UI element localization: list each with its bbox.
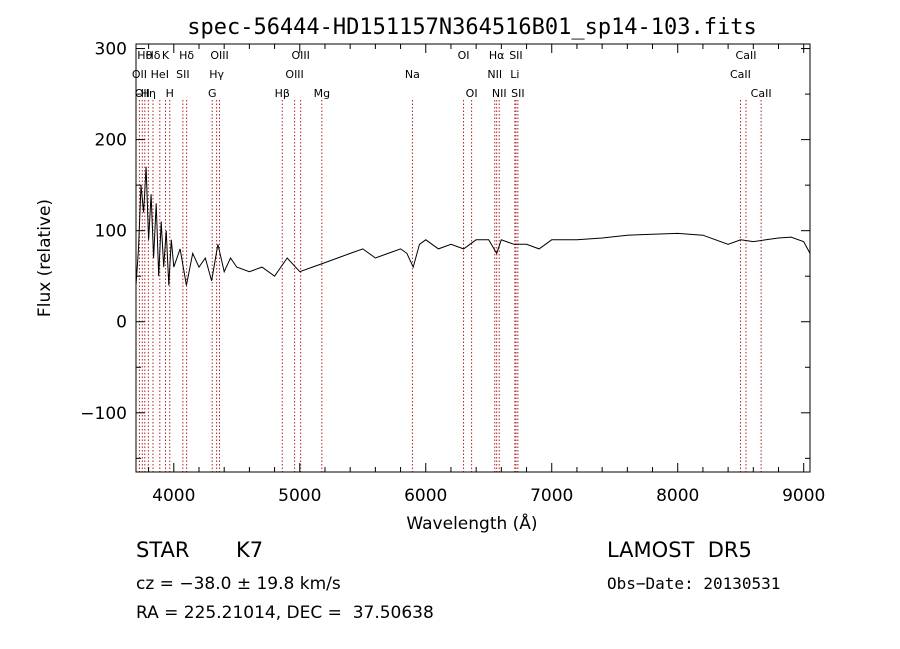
line-label: OIII	[210, 49, 228, 62]
line-label: G	[208, 87, 217, 100]
line-label: OI	[466, 87, 478, 100]
coordinates: RA = 225.21014, DEC = 37.50638	[136, 603, 434, 623]
redshift-velocity: cz = −38.0 ± 19.8 km/s	[136, 574, 341, 594]
y-axis-label: Flux (relative)	[35, 199, 55, 317]
x-axis: 4000 5000 6000 7000 8000 9000	[148, 44, 825, 506]
spectrum-series-line	[135, 166, 811, 286]
x-tick-label: 9000	[782, 486, 825, 506]
y-tick-label: 100	[95, 222, 127, 242]
line-label: Mg	[314, 87, 330, 100]
x-tick-label: 6000	[404, 486, 447, 506]
line-label: Hθ	[137, 49, 152, 62]
y-tick-label: −100	[80, 404, 127, 424]
line-label: OII	[135, 87, 150, 100]
y-axis: −100 0 100 200 300	[80, 40, 810, 459]
line-label: Hγ	[209, 68, 224, 81]
line-label: H	[166, 87, 174, 100]
line-label: NII	[487, 68, 502, 81]
line-label: K	[162, 49, 170, 62]
line-label: Na	[405, 68, 420, 81]
survey-name: LAMOST DR5	[607, 538, 752, 562]
x-tick-label: 8000	[656, 486, 699, 506]
line-label: Hβ	[275, 87, 290, 100]
spectrum-layer	[135, 166, 811, 286]
x-axis-label: Wavelength (Å)	[406, 512, 537, 534]
line-label: Hδ	[145, 49, 160, 62]
line-label: SII	[511, 87, 524, 100]
line-label: Hη	[141, 87, 156, 100]
line-label: CaII	[730, 68, 751, 81]
line-label: CaII	[736, 49, 757, 62]
line-label: CaII	[751, 87, 772, 100]
y-tick-label: 200	[95, 131, 127, 151]
x-tick-label: 7000	[530, 486, 573, 506]
line-label: OI	[458, 49, 470, 62]
line-label: Li	[510, 68, 519, 81]
plot-frame	[135, 43, 811, 473]
x-tick-label: 4000	[152, 486, 195, 506]
y-tick-label: 300	[95, 40, 127, 60]
x-tick-label: 5000	[278, 486, 321, 506]
line-label: Hδ	[179, 49, 194, 62]
line-label: SII	[176, 68, 189, 81]
line-label: OII	[132, 68, 147, 81]
emission-lines-layer: OIIOIIHθHηHδHeIKHSIIHδGHγOIIIHβOIIIOIIIM…	[132, 49, 772, 472]
line-label: OIII	[291, 49, 309, 62]
line-label: SII	[509, 49, 522, 62]
object-class: STAR	[136, 538, 190, 562]
line-label: OIII	[285, 68, 303, 81]
line-label: HeI	[151, 68, 169, 81]
chart-title: spec-56444-HD151157N364516B01_sp14-103.f…	[187, 15, 757, 40]
spectral-subclass: K7	[236, 538, 264, 562]
y-tick-label: 0	[116, 313, 127, 333]
line-label: NII	[492, 87, 507, 100]
line-label: Hα	[489, 49, 505, 62]
observation-date: Obs−Date: 20130531	[607, 574, 781, 593]
